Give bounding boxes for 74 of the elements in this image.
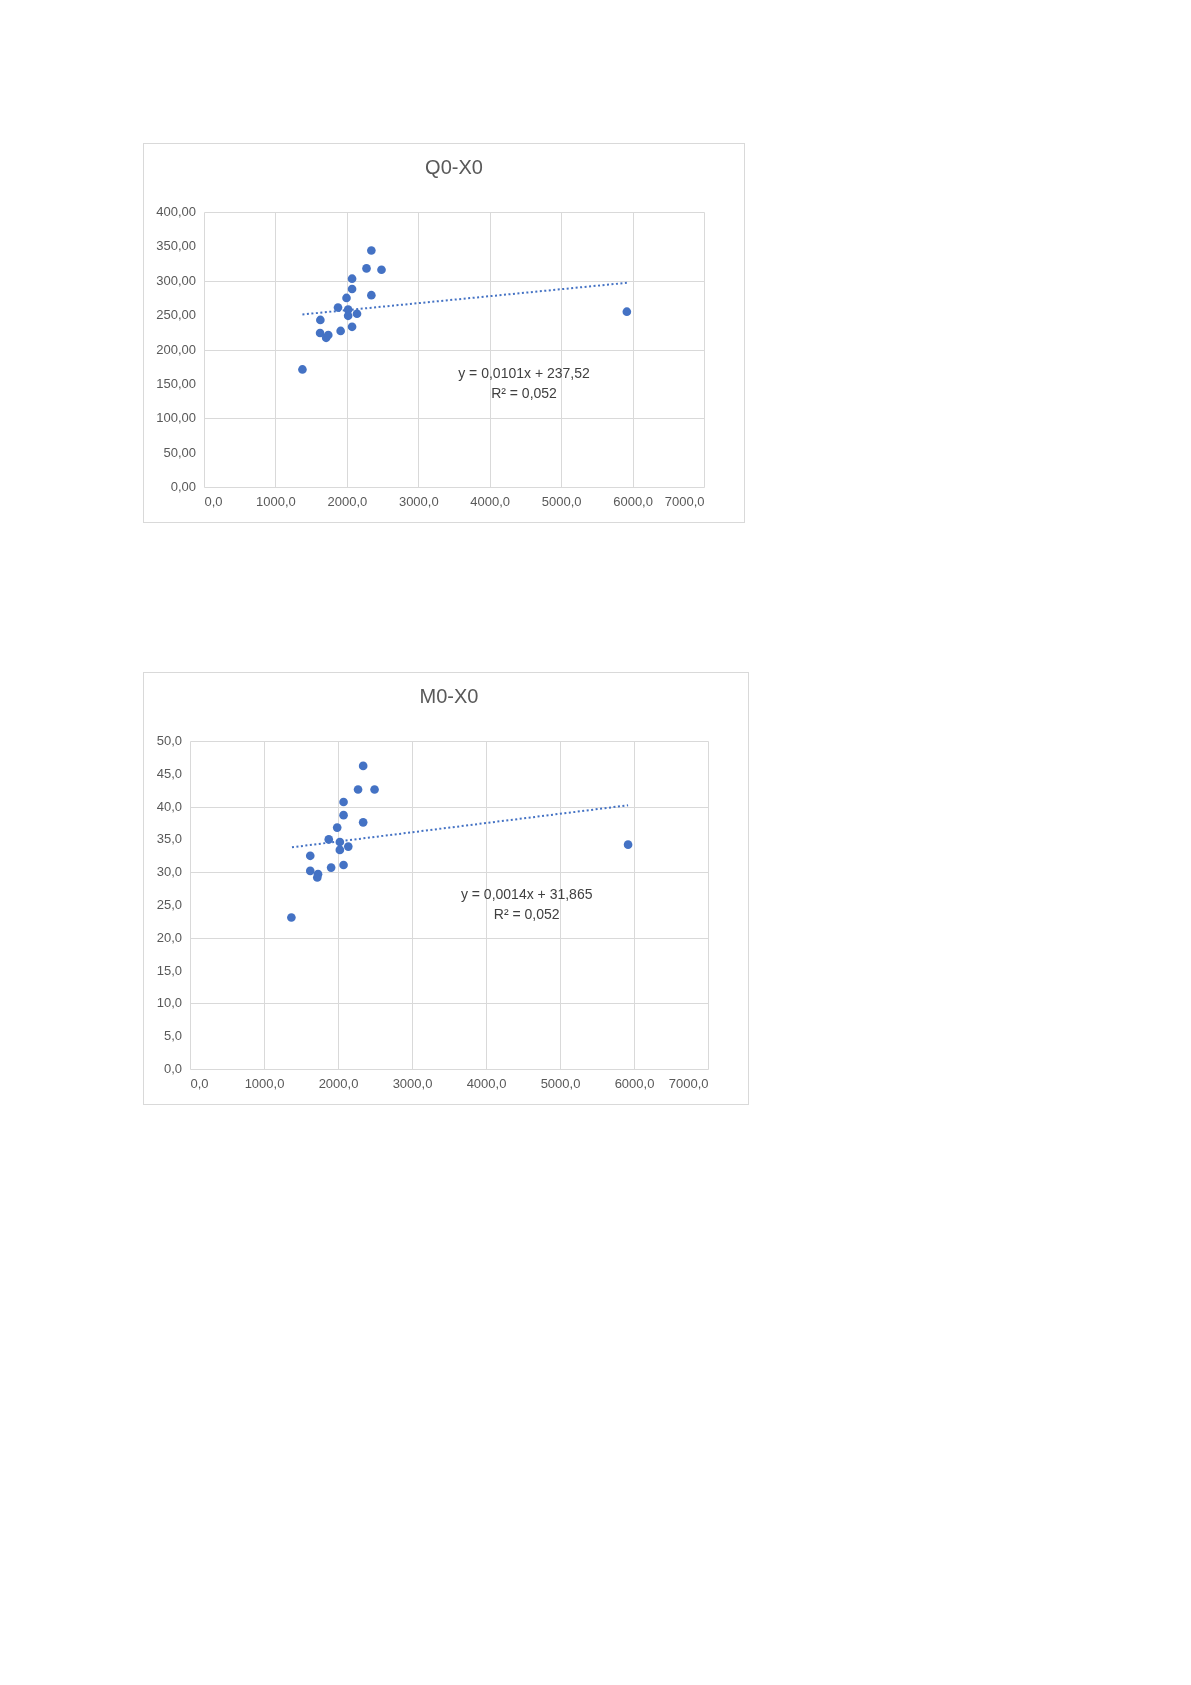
x-tick-label: 3000,0 <box>398 493 439 509</box>
y-tick-label: 0,00 <box>170 479 196 494</box>
y-tick-label: 50,00 <box>163 444 196 460</box>
y-tick-label: 25,0 <box>156 897 182 912</box>
point <box>342 293 351 303</box>
point <box>339 810 348 820</box>
annotation: R² = 0,052 <box>493 906 560 923</box>
x-tick-label: 3000,0 <box>392 1075 433 1091</box>
point <box>367 246 376 255</box>
chart-title: M0-X0 <box>419 685 479 707</box>
x-tick-label: 1000,0 <box>256 493 296 509</box>
annotation: y = 0,0101x + 237,52 <box>458 365 590 382</box>
annotation: R² = 0,052 <box>491 385 558 402</box>
x-tick-label: 2000,0 <box>327 493 368 509</box>
y-tick-label: 35,0 <box>156 831 182 847</box>
point <box>370 785 379 794</box>
y-tick-label: 15,0 <box>156 962 182 978</box>
x-tick-label: 0,0 <box>204 493 223 509</box>
point <box>347 274 357 284</box>
y-tick-label: 250,00 <box>156 307 196 323</box>
point <box>353 785 363 794</box>
y-tick-label: 100,00 <box>156 410 196 426</box>
point <box>335 845 345 855</box>
point <box>339 860 348 870</box>
point <box>622 307 632 317</box>
point <box>326 863 336 872</box>
point <box>332 823 342 832</box>
x-tick-label: 5000,0 <box>540 1075 581 1091</box>
y-tick-label: 350,00 <box>156 238 196 254</box>
x-tick-label: 7000,0 <box>664 493 705 509</box>
x-tick-label: 6000,0 <box>614 1075 655 1091</box>
point <box>362 264 371 273</box>
y-tick-label: 30,0 <box>156 864 182 880</box>
y-tick-label: 300,00 <box>156 272 196 288</box>
point <box>305 851 315 861</box>
point <box>335 837 345 847</box>
y-tick-label: 5,0 <box>163 1028 182 1044</box>
point <box>324 835 334 844</box>
y-tick-label: 150,00 <box>156 375 196 391</box>
point <box>305 866 315 876</box>
point <box>358 818 368 827</box>
point <box>367 290 376 300</box>
y-tick-label: 0,0 <box>163 1061 182 1076</box>
point <box>333 303 343 312</box>
point <box>377 265 386 275</box>
y-tick-label: 40,0 <box>156 798 182 814</box>
y-tick-label: 10,0 <box>156 995 182 1011</box>
x-tick-label: 0,0 <box>190 1075 209 1091</box>
point <box>339 797 348 807</box>
x-tick-label: 4000,0 <box>466 1075 507 1091</box>
x-tick-label: 6000,0 <box>613 493 653 509</box>
point <box>347 284 357 294</box>
y-tick-label: 200,00 <box>156 341 196 357</box>
point <box>287 913 296 922</box>
x-tick-label: 7000,0 <box>668 1075 709 1091</box>
point <box>347 322 357 332</box>
annotation: y = 0,0014x + 31,865 <box>460 886 593 903</box>
point <box>352 309 362 319</box>
point <box>343 842 353 851</box>
point <box>298 365 307 374</box>
y-tick-label: 45,0 <box>156 765 182 781</box>
y-tick-label: 400,00 <box>156 204 196 219</box>
point <box>343 311 353 321</box>
y-tick-label: 50,0 <box>156 733 182 748</box>
y-tick-label: 20,0 <box>156 929 182 945</box>
point <box>316 315 325 325</box>
point <box>336 326 345 336</box>
x-tick-label: 4000,0 <box>470 493 511 509</box>
x-tick-label: 2000,0 <box>318 1075 359 1091</box>
point <box>623 840 633 849</box>
x-tick-label: 1000,0 <box>244 1075 285 1091</box>
chart-title: Q0-X0 <box>425 156 483 178</box>
point <box>358 761 368 771</box>
x-tick-label: 5000,0 <box>541 493 582 509</box>
